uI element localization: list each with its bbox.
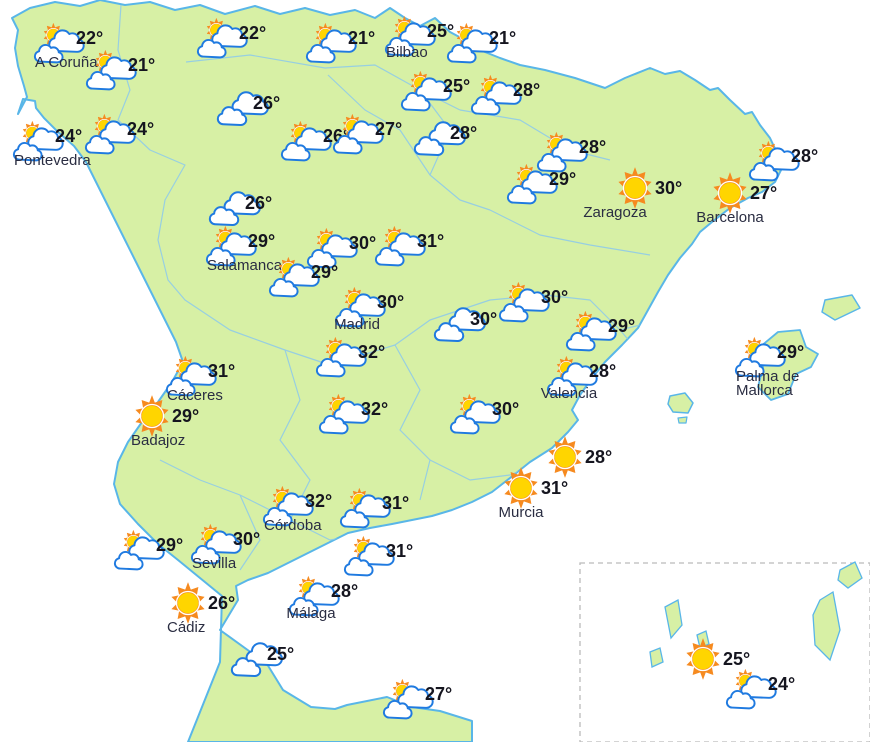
- svg-text:24°: 24°: [768, 674, 795, 694]
- svg-text:29°: 29°: [311, 262, 338, 282]
- svg-text:28°: 28°: [331, 581, 358, 601]
- svg-text:Málaga: Málaga: [286, 605, 336, 622]
- svg-text:Salamanca: Salamanca: [207, 257, 283, 274]
- svg-text:30°: 30°: [541, 287, 568, 307]
- svg-text:25°: 25°: [427, 21, 454, 41]
- svg-text:27°: 27°: [750, 183, 777, 203]
- svg-text:Barcelona: Barcelona: [696, 209, 764, 226]
- svg-text:28°: 28°: [450, 123, 477, 143]
- svg-text:27°: 27°: [425, 684, 452, 704]
- svg-text:31°: 31°: [208, 361, 235, 381]
- svg-text:28°: 28°: [513, 80, 540, 100]
- svg-text:25°: 25°: [443, 76, 470, 96]
- svg-text:Murcia: Murcia: [498, 504, 544, 521]
- svg-text:Cádiz: Cádiz: [167, 619, 205, 636]
- svg-text:30°: 30°: [655, 178, 682, 198]
- svg-text:29°: 29°: [156, 535, 183, 555]
- svg-text:29°: 29°: [777, 342, 804, 362]
- svg-text:Bilbao: Bilbao: [386, 44, 428, 61]
- svg-text:22°: 22°: [239, 23, 266, 43]
- svg-text:25°: 25°: [723, 649, 750, 669]
- svg-text:29°: 29°: [248, 231, 275, 251]
- svg-text:31°: 31°: [386, 541, 413, 561]
- svg-text:21°: 21°: [489, 28, 516, 48]
- svg-text:Badajoz: Badajoz: [131, 432, 185, 449]
- svg-text:30°: 30°: [233, 529, 260, 549]
- svg-text:27°: 27°: [375, 119, 402, 139]
- svg-text:24°: 24°: [55, 126, 82, 146]
- svg-text:32°: 32°: [358, 342, 385, 362]
- svg-text:29°: 29°: [172, 406, 199, 426]
- svg-text:26°: 26°: [208, 593, 235, 613]
- svg-text:28°: 28°: [589, 361, 616, 381]
- svg-text:30°: 30°: [377, 292, 404, 312]
- svg-text:26°: 26°: [253, 93, 280, 113]
- svg-text:29°: 29°: [608, 316, 635, 336]
- svg-text:30°: 30°: [492, 399, 519, 419]
- svg-text:24°: 24°: [127, 119, 154, 139]
- svg-text:A Coruña: A Coruña: [35, 54, 98, 71]
- svg-text:21°: 21°: [128, 55, 155, 75]
- svg-text:Valencia: Valencia: [541, 385, 598, 402]
- svg-text:32°: 32°: [361, 399, 388, 419]
- svg-text:32°: 32°: [305, 491, 332, 511]
- svg-text:Cáceres: Cáceres: [167, 387, 223, 404]
- svg-text:31°: 31°: [382, 493, 409, 513]
- svg-text:31°: 31°: [417, 231, 444, 251]
- svg-text:Córdoba: Córdoba: [264, 517, 322, 534]
- svg-text:26°: 26°: [245, 193, 272, 213]
- svg-text:Zaragoza: Zaragoza: [583, 204, 647, 221]
- svg-text:28°: 28°: [791, 146, 818, 166]
- svg-text:Sevilla: Sevilla: [192, 555, 237, 572]
- svg-text:Madrid: Madrid: [334, 316, 380, 333]
- svg-text:30°: 30°: [349, 233, 376, 253]
- svg-text:31°: 31°: [541, 478, 568, 498]
- svg-text:28°: 28°: [585, 447, 612, 467]
- svg-text:28°: 28°: [579, 137, 606, 157]
- svg-text:22°: 22°: [76, 28, 103, 48]
- svg-text:30°: 30°: [470, 309, 497, 329]
- svg-text:Pontevedra: Pontevedra: [14, 152, 91, 169]
- svg-text:21°: 21°: [348, 28, 375, 48]
- svg-text:25°: 25°: [267, 644, 294, 664]
